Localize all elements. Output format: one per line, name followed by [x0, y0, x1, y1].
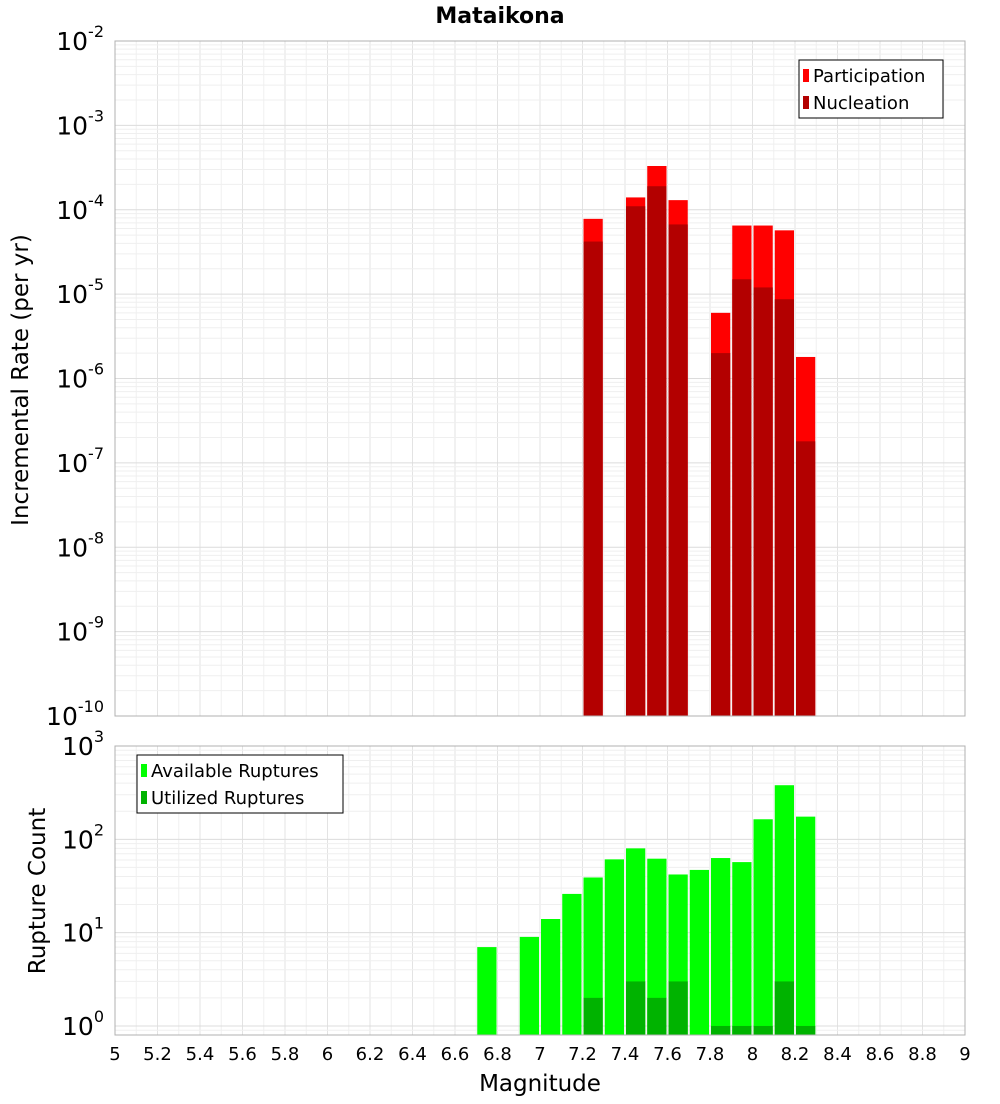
bottom-y-axis-label: Rupture Count — [25, 808, 51, 974]
bottom-bar-utilized-ruptures — [753, 1025, 773, 1035]
top-plot-area: 10-10 10-9 10-8 10-7 10-6 10-5 10-4 10-3 10-2 Par… — [46, 22, 966, 731]
bottom-bar-available-ruptures — [519, 936, 539, 1035]
bottom-bar-utilized-ruptures — [626, 981, 646, 1035]
bottom-bar-utilized-ruptures — [774, 981, 794, 1035]
x-tick-label: 5 — [109, 1044, 120, 1065]
bottom-bar-available-ruptures — [774, 785, 794, 1035]
top-y-tick-label: 10-4 — [56, 191, 104, 225]
x-tick-label: 5.8 — [271, 1044, 300, 1065]
top-bar-nucleation — [796, 441, 816, 716]
top-legend-label: Participation — [813, 66, 925, 87]
bottom-bar-available-ruptures — [796, 816, 816, 1035]
bottom-legend-swatch — [141, 764, 147, 777]
bottom-bar-available-ruptures — [583, 877, 603, 1035]
top-legend-swatch — [803, 96, 809, 109]
top-y-tick-label: 10-9 — [56, 613, 104, 647]
top-bar-nucleation — [753, 287, 773, 716]
top-legend-box — [798, 59, 944, 119]
top-y-tick-label: 10-8 — [56, 528, 104, 562]
bottom-legend-label: Utilized Ruptures — [151, 788, 304, 809]
top-bar-nucleation — [711, 353, 731, 716]
x-tick-label: 8.4 — [823, 1044, 852, 1065]
top-bar-nucleation — [626, 206, 646, 716]
x-axis-label: Magnitude — [479, 1071, 601, 1097]
x-tick-label: 5.4 — [186, 1044, 215, 1065]
bottom-bar-utilized-ruptures — [668, 981, 688, 1035]
x-tick-label: 8.8 — [908, 1044, 937, 1065]
x-tick-label: 6.4 — [398, 1044, 427, 1065]
top-y-tick-label: 10-7 — [56, 444, 104, 478]
top-y-tick-label: 10-5 — [56, 275, 104, 309]
bottom-bar-utilized-ruptures — [796, 1025, 816, 1035]
top-bar-nucleation — [732, 279, 752, 716]
x-tick-label: 8.6 — [866, 1044, 895, 1065]
bottom-y-tick-label: 101 — [62, 914, 104, 948]
x-tick-label: 9 — [959, 1044, 970, 1065]
x-tick-label: 8 — [747, 1044, 758, 1065]
bottom-bar-available-ruptures — [689, 869, 709, 1035]
top-bar-nucleation — [668, 224, 688, 717]
x-tick-label: 7 — [534, 1044, 545, 1065]
chart-title: Mataikona — [435, 4, 564, 29]
top-y-tick-label: 10-10 — [46, 697, 104, 731]
bottom-bar-available-ruptures — [732, 862, 752, 1035]
bottom-bar-available-ruptures — [647, 858, 667, 1035]
x-tick-label: 6 — [322, 1044, 333, 1065]
bottom-bar-available-ruptures — [711, 858, 731, 1035]
bottom-bar-available-ruptures — [477, 947, 497, 1035]
top-bar-nucleation — [774, 299, 794, 716]
bottom-legend-swatch — [141, 791, 147, 804]
x-tick-label: 5.2 — [143, 1044, 172, 1065]
x-tick-label: 6.2 — [356, 1044, 385, 1065]
x-tick-label: 5.6 — [228, 1044, 257, 1065]
x-tick-label: 7.6 — [653, 1044, 682, 1065]
top-legend-swatch — [803, 69, 809, 82]
bottom-y-tick-label: 100 — [62, 1007, 104, 1041]
x-tick-label: 6.6 — [441, 1044, 470, 1065]
top-bar-nucleation — [647, 186, 667, 716]
bottom-bar-available-ruptures — [753, 819, 773, 1035]
top-plot-border — [114, 40, 966, 717]
top-y-tick-label: 10-2 — [56, 22, 104, 56]
bottom-bar-utilized-ruptures — [647, 997, 667, 1035]
bottom-bar-available-ruptures — [604, 859, 624, 1035]
top-legend-label: Nucleation — [813, 93, 909, 114]
x-tick-label: 7.2 — [568, 1044, 597, 1065]
x-tick-label: 7.4 — [611, 1044, 640, 1065]
x-tick-label: 8.2 — [781, 1044, 810, 1065]
bottom-legend-label: Available Ruptures — [151, 761, 319, 782]
bottom-bar-utilized-ruptures — [583, 997, 603, 1035]
top-y-tick-label: 10-6 — [56, 360, 104, 394]
bottom-plot-area: 100 101 102 103 5 5.2 5.4 5.6 5.8 6 6.2 6.4 6.6 6.8 7 7… — [62, 727, 971, 1065]
bottom-legend-box — [136, 754, 344, 814]
top-y-tick-label: 10-3 — [56, 106, 104, 140]
bottom-y-tick-label: 103 — [62, 727, 104, 761]
top-bar-nucleation — [583, 241, 603, 717]
bottom-bar-available-ruptures — [562, 893, 582, 1035]
bottom-bar-utilized-ruptures — [732, 1025, 752, 1035]
bottom-bar-utilized-ruptures — [711, 1025, 731, 1035]
x-tick-label: 7.8 — [696, 1044, 725, 1065]
bottom-y-tick-label: 102 — [62, 820, 104, 854]
top-y-axis-label: Incremental Rate (per yr) — [8, 234, 34, 526]
x-tick-label: 6.8 — [483, 1044, 512, 1065]
bottom-bar-available-ruptures — [541, 919, 561, 1035]
bottom-plot-border — [114, 745, 966, 1036]
